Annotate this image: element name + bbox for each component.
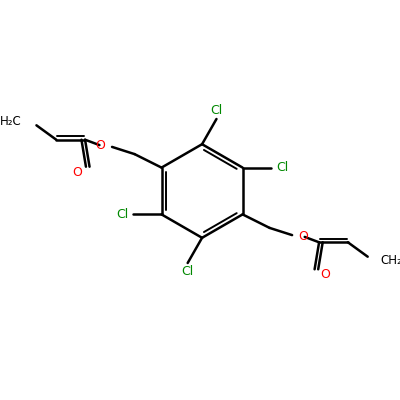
Text: Cl: Cl <box>116 208 128 221</box>
Text: O: O <box>72 166 82 179</box>
Text: Cl: Cl <box>182 264 194 278</box>
Text: Cl: Cl <box>276 161 288 174</box>
Text: CH₂: CH₂ <box>380 254 400 267</box>
Text: O: O <box>95 139 105 152</box>
Text: H₂C: H₂C <box>0 115 22 128</box>
Text: Cl: Cl <box>210 104 222 118</box>
Text: O: O <box>320 268 330 281</box>
Text: O: O <box>298 230 308 243</box>
